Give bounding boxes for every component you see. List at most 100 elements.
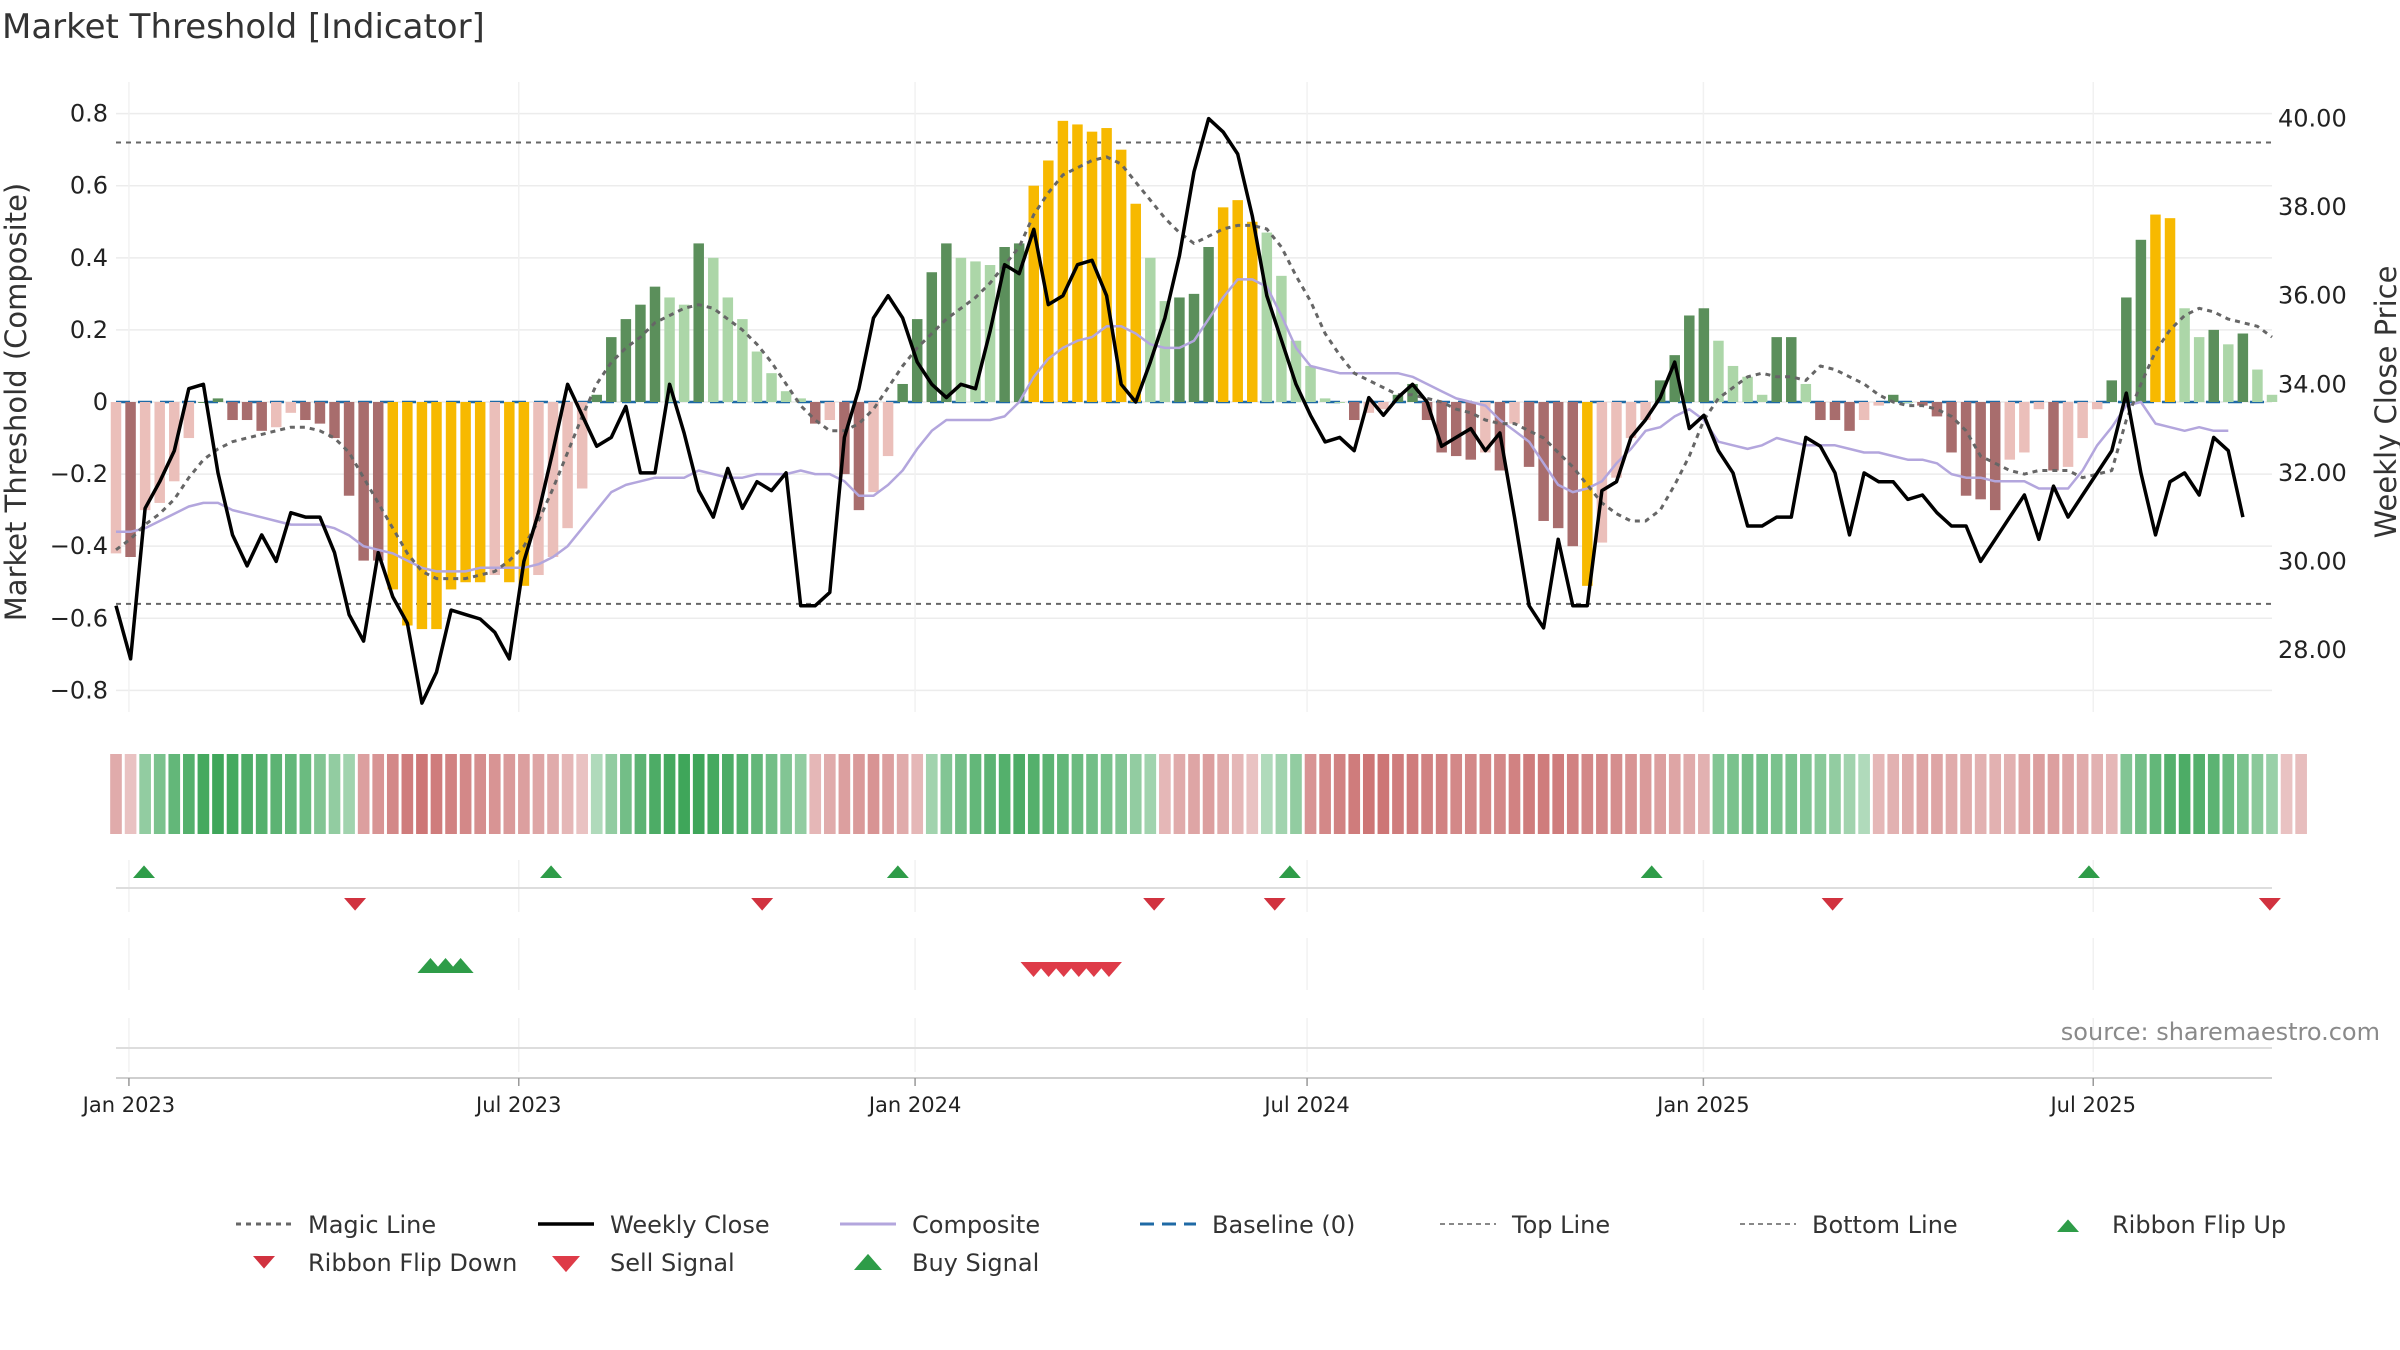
ribbon-cell <box>110 754 122 834</box>
composite-bar <box>722 297 734 402</box>
y-axis-left: −0.8 −0.6 −0.4 −0.2 0 0.2 0.4 0.6 0.8 <box>50 100 108 705</box>
ribbon-cell <box>707 754 720 834</box>
y-tick-label-right: 28.00 <box>2278 636 2347 664</box>
ribbon-cell <box>1217 754 1229 834</box>
composite-bar <box>1552 402 1564 529</box>
legend-ribbon-flip-up: Ribbon Flip Up <box>2057 1211 2286 1239</box>
legend-label: Baseline (0) <box>1212 1211 1355 1239</box>
composite-bar <box>445 402 457 590</box>
ribbon-cell <box>1479 754 1492 834</box>
composite-bar <box>212 398 224 402</box>
ribbon-cell <box>445 754 457 834</box>
composite-bar <box>2048 402 2059 471</box>
composite-bar <box>809 402 821 424</box>
ribbon-cell <box>1333 754 1346 834</box>
composite-bar <box>1174 297 1185 402</box>
ribbon-cell <box>270 754 283 834</box>
ribbon-cell <box>2076 754 2089 834</box>
composite-bar <box>474 402 486 583</box>
ribbon-cell <box>853 754 865 834</box>
ribbon-cell <box>1712 754 1725 834</box>
composite-bar <box>693 243 704 402</box>
ribbon-cell <box>1566 754 1579 834</box>
ribbon-cell <box>2295 754 2307 834</box>
ribbon-cell <box>1348 754 1361 834</box>
composite-bar <box>1188 293 1200 402</box>
ribbon-cell <box>2047 754 2060 834</box>
ribbon-cell <box>1275 754 1288 834</box>
ribbon-cell <box>2149 754 2162 834</box>
composite-bar <box>2208 329 2219 402</box>
composite-bar <box>1625 402 1637 439</box>
ribbon-cell <box>1042 754 1055 834</box>
y-tick-label-left: −0.8 <box>50 676 108 704</box>
ribbon-cell <box>984 754 996 834</box>
composite-bar <box>562 402 573 529</box>
y-axis-label-left: Market Threshold (Composite) <box>0 183 33 621</box>
composite-bar <box>547 402 559 557</box>
ribbon-flip-down-marker <box>2258 898 2281 911</box>
composite-bar <box>1378 402 1389 410</box>
ribbon-cell <box>1989 754 2002 834</box>
composite-bar <box>1334 402 1345 403</box>
ribbon-cell <box>1887 754 1900 834</box>
composite-bar <box>358 402 369 561</box>
legend-label: Bottom Line <box>1812 1211 1958 1239</box>
composite-bar <box>1654 380 1666 402</box>
ribbon-cell <box>998 754 1011 834</box>
composite-bar <box>1684 315 1695 402</box>
composite-bar <box>1145 257 1156 402</box>
ribbon-cell <box>1362 754 1375 834</box>
ribbon-cell <box>1552 754 1565 834</box>
ribbon-cell <box>1173 754 1186 834</box>
y-axis-right: 28.00 30.00 32.00 34.00 36.00 38.00 40.00 <box>2278 105 2347 664</box>
ribbon-cell <box>153 754 166 834</box>
ribbon-cell <box>2266 754 2278 834</box>
composite-bar <box>2179 308 2190 402</box>
composite-bar <box>1421 402 1433 421</box>
buy-signal-marker <box>447 958 474 973</box>
composite-bar <box>1640 402 1651 421</box>
ribbon-flip-up-marker <box>1640 865 1663 878</box>
composite-bar <box>2019 402 2030 453</box>
composite-bar <box>1858 402 1870 421</box>
x-tick-label: Jan 2024 <box>867 1093 962 1117</box>
ribbon-cell <box>838 754 851 834</box>
ribbon-cell <box>2135 754 2147 834</box>
ribbon-cell <box>1115 754 1127 834</box>
composite-bar <box>2237 333 2249 402</box>
ribbon-cell <box>1800 754 1812 834</box>
ribbon-cell <box>1596 754 1608 834</box>
ribbon-cell <box>1785 754 1798 834</box>
composite-bar <box>1013 243 1025 402</box>
y-tick-label-left: 0.6 <box>70 172 108 200</box>
composite-bar <box>2062 402 2074 467</box>
legend-top-line: Top Line <box>1440 1211 1610 1239</box>
composite-bar <box>737 319 748 402</box>
ribbon-cell <box>1202 754 1215 834</box>
ribbon-cell <box>284 754 297 834</box>
ribbon-cell <box>911 754 924 834</box>
legend-label: Sell Signal <box>610 1249 735 1277</box>
y-tick-label-right: 38.00 <box>2278 193 2347 221</box>
ribbon-cell <box>2105 754 2118 834</box>
ribbon-cell <box>488 754 501 834</box>
composite-bar <box>372 402 384 561</box>
composite-bar <box>897 383 908 402</box>
ribbon-cell <box>2062 754 2074 834</box>
composite-bar <box>1596 402 1608 543</box>
composite-bar <box>1407 383 1418 402</box>
legend-label: Ribbon Flip Up <box>2112 1211 2286 1239</box>
composite-bar <box>1348 402 1360 421</box>
y-tick-label-right: 40.00 <box>2278 105 2347 133</box>
ribbon-cell <box>590 754 603 834</box>
composite-bar <box>824 402 836 421</box>
composite-bar <box>1130 203 1141 402</box>
composite-bar <box>678 304 690 402</box>
composite-bar <box>1844 402 1855 431</box>
composite-bar <box>533 402 544 576</box>
composite-bar <box>853 402 865 511</box>
composite-bar <box>2135 239 2147 402</box>
ribbon-cell <box>1814 754 1827 834</box>
ribbon-cell <box>2237 754 2249 834</box>
